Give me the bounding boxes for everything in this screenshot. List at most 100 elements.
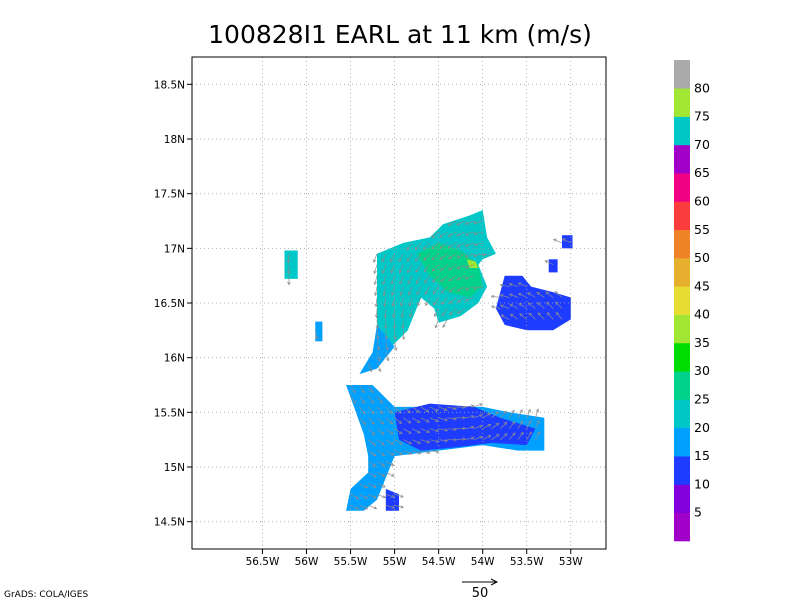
wind-vector	[517, 432, 524, 440]
wind-vector	[398, 253, 404, 262]
wind-vector-head	[385, 347, 389, 351]
wind-vector	[465, 437, 474, 441]
wind-vector-head	[379, 400, 383, 404]
wind-vector-head	[456, 244, 460, 248]
colorbar-label: 10	[694, 476, 710, 491]
wind-vector-head	[464, 265, 469, 269]
wind-vector-head	[364, 485, 368, 489]
wind-vector	[440, 264, 448, 271]
wind-vector	[473, 242, 483, 246]
wind-vector-head	[426, 440, 431, 444]
wind-vector	[482, 435, 491, 441]
wind-vector-head	[562, 238, 566, 242]
wind-vector	[526, 431, 532, 440]
wind-vector-head	[315, 336, 319, 340]
wind-vector	[508, 421, 515, 429]
wind-vector	[373, 264, 378, 274]
wind-vector-head	[392, 314, 396, 319]
wind-vector-head	[456, 277, 461, 281]
wind-vector	[465, 426, 474, 430]
wind-vector-head	[408, 430, 412, 434]
wind-vector	[359, 417, 366, 425]
wind-vector-head	[426, 429, 430, 433]
wind-vector	[434, 308, 439, 317]
wind-vector	[376, 461, 385, 467]
wind-vector	[394, 428, 403, 435]
y-tick-label: 15N	[164, 462, 185, 474]
wind-vector-head	[401, 336, 406, 341]
wind-vector	[382, 264, 387, 274]
wind-vector-head	[456, 233, 460, 237]
wind-vector-head	[391, 303, 395, 308]
wind-vector-head	[352, 400, 357, 405]
wind-vector	[457, 308, 466, 314]
wind-vector	[394, 504, 404, 508]
wind-vector	[518, 282, 527, 287]
wind-vector	[406, 242, 413, 251]
wind-vector-head	[389, 431, 394, 435]
region-east-lobe	[495, 275, 571, 331]
wind-vector-head	[545, 291, 550, 295]
wind-vector-head	[390, 281, 395, 285]
wind-vector-head	[408, 303, 412, 307]
wind-vector-head	[415, 269, 419, 273]
wind-vector-head	[439, 234, 444, 238]
wind-vector-head	[512, 432, 516, 436]
wind-vector-head	[382, 484, 386, 488]
wind-vector	[482, 424, 491, 430]
colorbar-label: 40	[694, 307, 710, 322]
wind-vector-head	[508, 282, 513, 287]
colorbar-swatch	[674, 399, 690, 429]
wind-vector-head	[390, 462, 395, 467]
colorbar-label: 5	[694, 505, 702, 520]
wind-vector-head	[449, 311, 453, 316]
y-tick-label: 18N	[164, 134, 185, 146]
x-tick-label: 56W	[295, 556, 319, 568]
wind-vector-head	[369, 368, 373, 373]
wind-vector-head	[399, 441, 404, 445]
wind-vector	[508, 410, 515, 418]
wind-vector	[435, 319, 439, 328]
wind-vector	[415, 264, 422, 273]
wind-vector	[423, 264, 431, 272]
wind-vector-head	[447, 233, 452, 237]
wind-vector-head	[536, 291, 541, 296]
wind-vector	[440, 275, 448, 282]
wind-vector	[448, 231, 457, 237]
wind-vector-head	[535, 408, 540, 413]
grid	[192, 57, 606, 549]
wind-vector	[415, 253, 422, 262]
colorbar-swatch	[674, 229, 690, 259]
wind-vector-head	[473, 253, 477, 258]
wind-vector-head	[544, 260, 549, 264]
wind-vector	[412, 439, 421, 444]
wind-vector-head	[364, 495, 369, 499]
wind-vector-head	[439, 267, 444, 271]
y-tick-label: 17.5N	[154, 189, 185, 201]
wind-vector	[423, 253, 431, 261]
wind-vector-head	[456, 310, 461, 314]
colorbar-swatch	[674, 512, 690, 542]
wind-vector	[359, 483, 368, 489]
wind-vector	[518, 293, 527, 298]
wind-vector-head	[394, 347, 398, 351]
wind-vector	[438, 406, 448, 411]
wind-vector	[431, 253, 439, 261]
wind-vector-head	[380, 410, 384, 415]
wind-vector-head	[448, 300, 453, 304]
x-tick-label: 54.5W	[422, 556, 456, 568]
wind-vector-head	[391, 292, 395, 297]
wind-vector-head	[509, 313, 514, 318]
wind-vector-head	[536, 430, 541, 435]
wind-vector	[447, 428, 457, 430]
wind-vector	[403, 439, 412, 445]
wind-vector	[402, 319, 404, 329]
wind-vector	[408, 286, 413, 296]
wind-vector	[385, 341, 388, 351]
wind-vector	[374, 275, 378, 285]
wind-vector-head	[408, 291, 412, 296]
wind-vector	[373, 253, 378, 263]
wind-vector	[412, 428, 421, 434]
y-tick-label: 16N	[164, 353, 185, 365]
vector-scale: 50	[462, 578, 499, 600]
